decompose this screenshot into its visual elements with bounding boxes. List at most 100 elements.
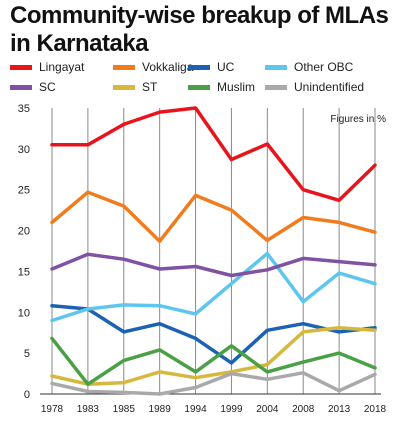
- point-st-2013: [338, 327, 340, 329]
- legend-item-muslim: Muslim: [188, 80, 255, 94]
- point-lingayat-1999: [231, 159, 233, 161]
- legend-label-other-obc: Other OBC: [294, 60, 354, 74]
- point-uc-2004: [267, 329, 269, 331]
- point-uc-1999: [231, 362, 233, 364]
- point-unindentified-1985: [123, 392, 125, 394]
- point-st-1989: [159, 371, 161, 373]
- chart-title: Community-wise breakup of MLAs in Karnat…: [10, 2, 389, 57]
- legend-label-uc: UC: [217, 60, 235, 74]
- point-sc-1989: [159, 268, 161, 270]
- point-muslim-1985: [123, 360, 125, 362]
- legend-label-vokkaliga: Vokkaliga: [142, 60, 194, 74]
- point-sc-2008: [302, 258, 304, 260]
- point-lingayat-2008: [302, 189, 304, 191]
- y-tick-label-30: 30: [18, 144, 30, 156]
- series-line-muslim: [50, 336, 377, 386]
- point-muslim-1994: [195, 371, 197, 373]
- legend-item-other-obc: Other OBC: [265, 60, 353, 74]
- point-vokkaliga-2018: [374, 231, 376, 233]
- legend-item-sc: SC: [10, 80, 56, 94]
- point-st-2018: [374, 329, 376, 331]
- legend-item-lingayat: Lingayat: [10, 60, 84, 74]
- point-unindentified-1983: [87, 391, 89, 393]
- point-uc-2018: [374, 327, 376, 329]
- point-vokkaliga-1985: [123, 205, 125, 207]
- point-lingayat-1994: [195, 107, 197, 109]
- x-tick-label-2004: 2004: [256, 404, 279, 415]
- point-other-obc-2018: [374, 283, 376, 285]
- point-muslim-2013: [338, 352, 340, 354]
- point-st-1985: [123, 382, 125, 384]
- point-uc-2008: [302, 323, 304, 325]
- point-vokkaliga-2013: [338, 222, 340, 224]
- point-st-1994: [195, 377, 197, 379]
- legend-label-sc: SC: [39, 80, 56, 94]
- point-st-1978: [51, 375, 53, 377]
- point-other-obc-1989: [159, 305, 161, 307]
- point-sc-1985: [123, 258, 125, 260]
- legend-label-unindentified: Unindentified: [294, 80, 365, 94]
- point-unindentified-2008: [302, 372, 304, 374]
- point-unindentified-1978: [51, 383, 53, 385]
- point-st-2008: [302, 331, 304, 333]
- x-tick-label-1985: 1985: [113, 404, 136, 415]
- point-sc-2013: [338, 261, 340, 263]
- legend-swatch-vokkaliga: [113, 64, 135, 70]
- legend-swatch-uc: [188, 64, 210, 70]
- point-vokkaliga-2004: [267, 240, 269, 242]
- point-muslim-1983: [87, 383, 89, 385]
- point-unindentified-1989: [159, 393, 161, 395]
- point-unindentified-2018: [374, 374, 376, 376]
- point-other-obc-1994: [195, 313, 197, 315]
- legend-swatch-lingayat: [10, 64, 32, 70]
- point-unindentified-2004: [267, 378, 269, 380]
- point-sc-1994: [195, 266, 197, 268]
- point-lingayat-1985: [123, 124, 125, 126]
- series-line-lingayat: [50, 106, 377, 203]
- legend-label-muslim: Muslim: [217, 80, 255, 94]
- x-tick-label-2013: 2013: [328, 404, 351, 415]
- point-muslim-1999: [231, 345, 233, 347]
- point-vokkaliga-1978: [51, 222, 53, 224]
- series-line-vokkaliga: [50, 190, 377, 243]
- legend-label-lingayat: Lingayat: [39, 60, 85, 74]
- point-sc-1983: [87, 253, 89, 255]
- x-tick-label-1989: 1989: [149, 404, 172, 415]
- point-lingayat-2004: [267, 143, 269, 145]
- x-tick-label-1999: 1999: [220, 404, 243, 415]
- x-tick-label-2018: 2018: [364, 404, 387, 415]
- series-line-other-obc: [50, 251, 377, 323]
- point-lingayat-2013: [338, 200, 340, 202]
- point-uc-1985: [123, 331, 125, 333]
- y-tick-label-0: 0: [24, 389, 30, 401]
- y-tick-label-20: 20: [18, 226, 30, 238]
- point-uc-1994: [195, 338, 197, 340]
- point-lingayat-1978: [51, 144, 53, 146]
- legend-item-st: ST: [113, 80, 157, 94]
- point-other-obc-2013: [338, 272, 340, 274]
- point-sc-1999: [231, 275, 233, 277]
- series-line-unindentified: [50, 371, 377, 396]
- legend-swatch-other-obc: [265, 64, 287, 70]
- point-other-obc-1978: [51, 320, 53, 322]
- point-uc-1978: [51, 305, 53, 307]
- point-uc-2013: [338, 331, 340, 333]
- y-tick-label-10: 10: [18, 307, 30, 319]
- point-vokkaliga-1999: [231, 209, 233, 211]
- legend-item-uc: UC: [188, 60, 234, 74]
- point-vokkaliga-2008: [302, 217, 304, 219]
- point-other-obc-2008: [302, 301, 304, 303]
- y-tick-label-25: 25: [18, 185, 30, 197]
- y-tick-label-35: 35: [18, 103, 30, 115]
- x-tick-label-2008: 2008: [292, 404, 315, 415]
- point-lingayat-1989: [159, 111, 161, 113]
- point-muslim-1989: [159, 349, 161, 351]
- point-other-obc-1983: [87, 308, 89, 310]
- legend-swatch-unindentified: [265, 84, 287, 90]
- legend-swatch-muslim: [188, 84, 210, 90]
- point-vokkaliga-1994: [195, 195, 197, 197]
- point-unindentified-1999: [231, 373, 233, 375]
- legend-item-vokkaliga: Vokkaliga: [113, 60, 193, 74]
- legend-swatch-st: [113, 84, 135, 90]
